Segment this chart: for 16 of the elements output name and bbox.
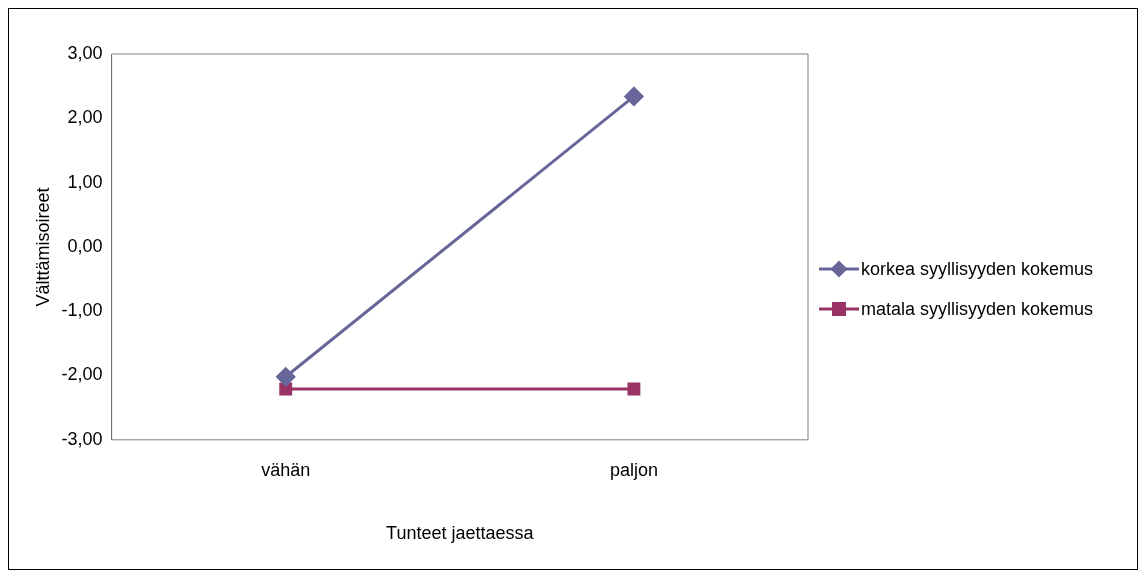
y-tick-label: 2,00 (67, 107, 103, 128)
point (276, 367, 296, 387)
y-tick-label: -2,00 (61, 364, 103, 385)
y-axis-title: Välttämisoireet (32, 187, 53, 307)
legend-label: matala syyllisyyden kokemus (861, 298, 1094, 321)
y-tick-label: -3,00 (61, 428, 103, 449)
y-tick-label: -1,00 (61, 300, 103, 321)
legend-label: korkea syyllisyyden kokemus (861, 258, 1094, 281)
point (624, 86, 644, 106)
x-tick-label: vähän (261, 459, 311, 480)
x-tick-label: paljon (609, 459, 658, 480)
point (627, 382, 641, 396)
y-tick-label: 1,00 (67, 171, 103, 192)
y-tick-label: 0,00 (67, 235, 103, 256)
y-tick-label: 3,00 (67, 42, 103, 63)
x-axis-title: Tunteet jaettaessa (386, 523, 535, 544)
